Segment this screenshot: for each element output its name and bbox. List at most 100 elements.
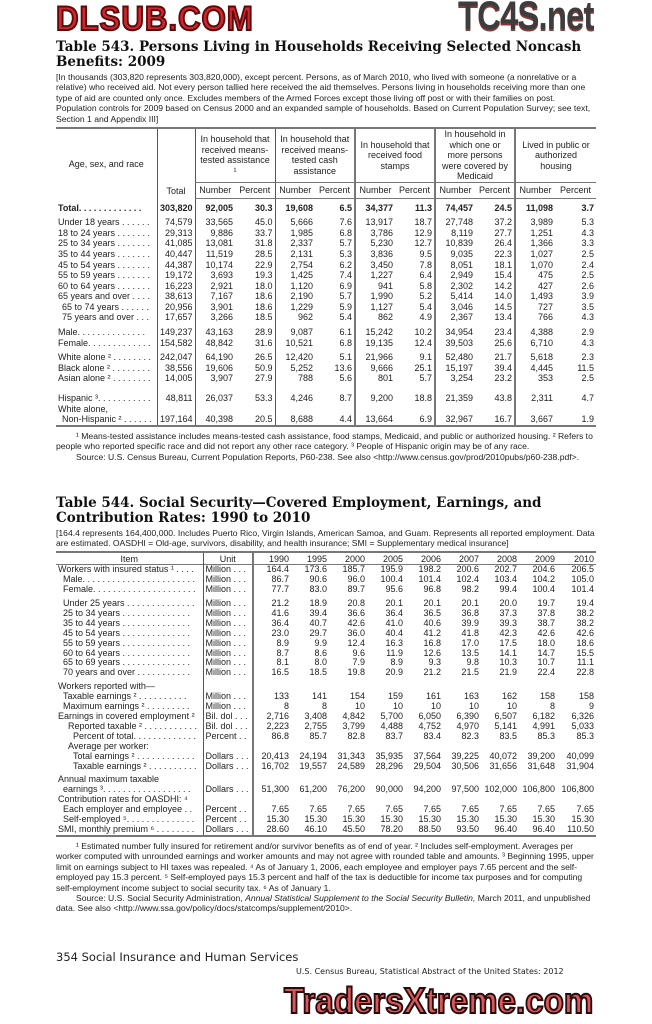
value-cell: 173.6 — [304, 564, 327, 575]
table-row: 75 years and over . . . 17,657 3,266 18.5 96… — [56, 312, 596, 324]
row-label: 18 to 24 years . . . . . . . — [58, 227, 151, 238]
number-cell: 40,398 — [194, 414, 235, 426]
unit-cell: Million . . . — [202, 692, 253, 703]
value-cell: 85.3 — [537, 731, 555, 741]
row-label: Female. . . . . . . . . . . . . . . . . … — [63, 585, 196, 595]
percent-cell: 6.9 — [339, 280, 353, 291]
value-cell: 37,564 — [413, 751, 441, 761]
table-row: 65 years and over . . . . 38,613 7,167 18.6… — [56, 291, 596, 302]
value-cell: 7.65 — [499, 805, 517, 815]
total-cell: 197,164 — [156, 414, 195, 426]
table-543-headnote: [In thousands (303,820 represents 303,82… — [56, 72, 591, 124]
total-cell: 40,447 — [156, 248, 195, 260]
number-cell: 5,666 — [274, 217, 315, 228]
value-cell: 82.8 — [347, 731, 365, 741]
number-cell: 3,450 — [354, 259, 396, 271]
spacer-cell — [156, 198, 195, 203]
percent-cell: 4.4 — [339, 414, 353, 425]
table-row: Taxable earnings ² . . . . . . . . . . Do… — [56, 761, 596, 772]
percent-cell: 27.7 — [494, 227, 513, 238]
number-cell: 33,565 — [194, 217, 235, 228]
number-cell: 3,907 — [194, 373, 235, 385]
value-cell: 83.5 — [499, 731, 517, 741]
value-cell: 77.7 — [252, 585, 291, 596]
number-header: Number — [194, 182, 235, 199]
percent-cell: 14.2 — [494, 280, 513, 291]
percent-header: Percent — [475, 182, 516, 199]
value-cell — [291, 795, 329, 805]
table-543-footnotes: ¹ Means-tested assistance includes means… — [56, 431, 596, 462]
row-label: Total earnings ² . . . . . . . . . . . . — [73, 751, 195, 761]
value-cell: 105.0 — [571, 575, 594, 585]
spacer-cell — [274, 348, 315, 353]
value-cell: 104.2 — [532, 575, 555, 585]
table-544-footnotes: ¹ Estimated number fully insured for ret… — [56, 841, 596, 914]
value-cell: 8 — [321, 702, 327, 712]
watermark-tc4s: TC4S.net — [458, 0, 594, 38]
value-cell: 35,935 — [375, 751, 403, 761]
value-cell: 103.4 — [494, 575, 517, 585]
percent-cell: 18.1 — [494, 259, 513, 270]
table-row: Maximum earnings ² . . . . . . . . . Mill… — [56, 702, 596, 712]
percent-header: Percent — [235, 182, 275, 199]
value-cell: 9.3 — [428, 658, 441, 668]
number-cell: 2,131 — [274, 248, 315, 260]
value-cell: 42.6 — [537, 628, 555, 638]
column-header: Item — [120, 553, 138, 564]
value-cell: 7.65 — [537, 805, 555, 815]
spacer-cell — [395, 384, 435, 393]
number-cell: 32,967 — [434, 414, 476, 426]
table-row: 25 to 34 years . . . . . . . . . . . . .… — [56, 608, 596, 619]
spacer-cell — [56, 384, 157, 393]
value-cell: 10 — [430, 702, 441, 712]
row-label: 75 years and over . . . — [62, 312, 150, 323]
percent-cell: 16.7 — [494, 414, 513, 425]
value-cell: 83.7 — [385, 731, 403, 741]
unit-cell: Dollars . . . — [202, 751, 253, 762]
percent-cell: 13.4 — [494, 312, 513, 323]
value-cell: 97,500 — [451, 785, 479, 795]
value-cell: 17.5 — [499, 638, 517, 648]
value-cell: 14.7 — [537, 648, 555, 658]
value-cell — [252, 795, 291, 806]
page-footer-section: 354 Social Insurance and Human Services — [56, 950, 299, 964]
value-cell: 20.0 — [499, 599, 517, 609]
row-spacer — [56, 198, 596, 203]
row-label: Female. . . . . . . . . . . . . — [58, 337, 151, 348]
spacer-cell — [514, 198, 556, 203]
percent-cell: 4.3 — [581, 337, 595, 348]
number-cell: 2,337 — [274, 238, 315, 249]
value-cell: 39,225 — [451, 751, 479, 761]
value-cell: 88.50 — [418, 824, 441, 834]
value-cell: 4,991 — [532, 721, 555, 731]
group-header: In household that received food stamps — [354, 128, 436, 183]
value-cell — [557, 775, 596, 785]
value-cell: 12.4 — [347, 638, 365, 648]
number-cell: 788 — [274, 373, 315, 385]
number-cell: 13,917 — [354, 217, 396, 228]
percent-cell: 30.3 — [254, 202, 273, 213]
spacer-cell — [354, 213, 396, 218]
row-label: Workers with insured status ¹ . . . . — [58, 564, 194, 575]
percent-cell: 14.5 — [494, 301, 513, 312]
value-cell: 21.2 — [423, 668, 441, 678]
value-cell: 2,755 — [304, 721, 327, 731]
number-cell: 8,051 — [434, 259, 476, 271]
table-row: 45 to 54 years . . . . . . . 44,387 10,174… — [56, 259, 596, 271]
percent-cell: 2.4 — [581, 259, 595, 270]
row-label: Self-employed ⁵. . . . . . . . . . . . .… — [63, 815, 195, 825]
number-cell: 7,167 — [194, 291, 235, 302]
percent-cell: 5.3 — [581, 217, 595, 228]
percent-cell: 5.7 — [339, 238, 353, 249]
unit-cell: Million . . . — [202, 608, 253, 619]
number-cell: 10,521 — [274, 337, 315, 349]
value-cell: 19.4 — [576, 599, 594, 609]
table-row: 35 to 44 years . . . . . . . . . . . . .… — [56, 618, 596, 629]
value-cell — [329, 795, 367, 805]
total-cell: 38,613 — [156, 291, 195, 302]
table-544: Item Unit 1990 1995 2000 2005 2006 2007 2008 2009… — [56, 551, 596, 837]
number-cell: 5,230 — [354, 238, 396, 249]
watermark-tradersxtreme: TradersXtreme.com — [283, 980, 594, 1022]
value-cell: 4,842 — [342, 712, 365, 721]
value-cell: 19,557 — [299, 761, 327, 771]
